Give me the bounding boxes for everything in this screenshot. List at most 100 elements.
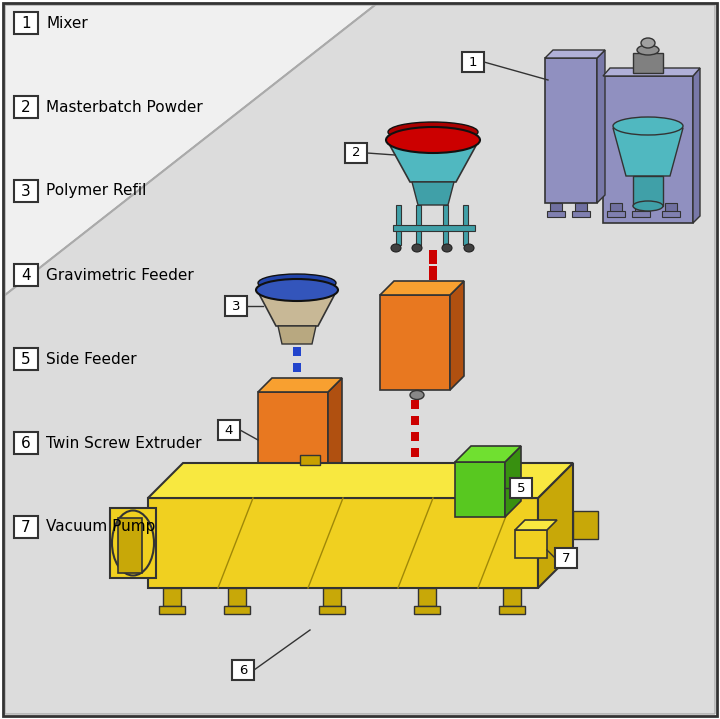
Polygon shape — [5, 5, 715, 714]
Polygon shape — [412, 182, 454, 205]
Text: 7: 7 — [21, 520, 31, 534]
Bar — [607, 211, 625, 217]
Bar — [159, 606, 185, 614]
Ellipse shape — [464, 244, 474, 252]
Bar — [499, 606, 525, 614]
Polygon shape — [545, 50, 605, 58]
Bar — [289, 497, 297, 506]
Text: 6: 6 — [239, 664, 247, 677]
Polygon shape — [450, 281, 464, 390]
Polygon shape — [538, 463, 573, 588]
Bar — [632, 211, 650, 217]
Ellipse shape — [256, 279, 338, 301]
Ellipse shape — [388, 122, 478, 142]
Bar — [14, 348, 38, 370]
Polygon shape — [603, 68, 700, 76]
Ellipse shape — [288, 487, 302, 497]
Bar — [411, 448, 419, 457]
Bar — [555, 548, 577, 568]
Text: Side Feeder: Side Feeder — [46, 352, 137, 367]
Bar — [319, 606, 345, 614]
Polygon shape — [613, 128, 683, 176]
Text: Masterbatch Powder: Masterbatch Powder — [46, 99, 203, 114]
Text: 5: 5 — [517, 482, 526, 495]
Text: 6: 6 — [21, 436, 31, 451]
Text: Gravimetric Feeder: Gravimetric Feeder — [46, 267, 194, 283]
Bar — [258, 392, 328, 487]
Ellipse shape — [258, 274, 336, 292]
Polygon shape — [5, 5, 375, 295]
Bar — [393, 225, 475, 231]
Bar — [228, 588, 246, 606]
Bar — [411, 480, 419, 489]
Text: 4: 4 — [225, 423, 233, 436]
Bar — [293, 347, 301, 356]
Bar — [429, 255, 437, 264]
Bar — [118, 518, 142, 573]
Polygon shape — [515, 520, 557, 530]
Ellipse shape — [613, 117, 683, 135]
Bar — [503, 588, 521, 606]
Ellipse shape — [442, 244, 452, 252]
Bar — [515, 530, 547, 558]
Bar — [429, 271, 437, 280]
Text: 7: 7 — [562, 551, 570, 564]
Bar — [411, 416, 419, 425]
Bar — [380, 295, 450, 390]
Ellipse shape — [633, 201, 663, 211]
Text: Mixer: Mixer — [46, 16, 88, 30]
Ellipse shape — [637, 45, 659, 55]
Bar — [14, 180, 38, 202]
Polygon shape — [258, 292, 336, 326]
Ellipse shape — [112, 510, 154, 575]
Text: Twin Screw Extruder: Twin Screw Extruder — [46, 436, 202, 451]
Bar — [547, 211, 565, 217]
Polygon shape — [380, 281, 464, 295]
Ellipse shape — [641, 38, 655, 48]
Bar — [429, 250, 437, 259]
Bar — [300, 455, 320, 465]
Text: Polymer Refil: Polymer Refil — [46, 183, 146, 198]
Bar — [411, 496, 419, 505]
Polygon shape — [603, 76, 693, 223]
Bar — [323, 588, 341, 606]
Bar — [411, 432, 419, 441]
Bar — [575, 203, 587, 213]
Text: 3: 3 — [21, 183, 31, 198]
Bar — [163, 588, 181, 606]
Bar — [429, 282, 437, 291]
Bar — [635, 203, 647, 213]
Bar — [414, 606, 440, 614]
Ellipse shape — [386, 127, 480, 153]
Bar — [14, 516, 38, 538]
Text: 5: 5 — [21, 352, 31, 367]
Bar — [14, 264, 38, 286]
Polygon shape — [693, 68, 700, 223]
Text: 3: 3 — [232, 300, 240, 313]
Text: 1: 1 — [21, 16, 31, 30]
Bar — [293, 363, 301, 372]
Bar — [224, 606, 250, 614]
Bar — [345, 143, 367, 163]
Bar — [443, 205, 448, 245]
Polygon shape — [328, 378, 342, 487]
Bar — [14, 12, 38, 34]
Polygon shape — [633, 176, 663, 206]
Ellipse shape — [410, 390, 424, 400]
Bar — [418, 588, 436, 606]
Bar — [550, 203, 562, 213]
Text: 4: 4 — [21, 267, 31, 283]
Polygon shape — [505, 446, 521, 517]
Text: 2: 2 — [352, 147, 360, 160]
Text: 2: 2 — [21, 99, 31, 114]
Bar — [411, 400, 419, 409]
Bar — [463, 205, 468, 245]
Bar — [396, 205, 401, 245]
Bar — [429, 266, 437, 275]
Polygon shape — [110, 508, 156, 578]
Polygon shape — [597, 50, 605, 203]
Bar — [218, 420, 240, 440]
Bar — [610, 203, 622, 213]
Polygon shape — [545, 58, 597, 203]
Bar — [572, 211, 590, 217]
